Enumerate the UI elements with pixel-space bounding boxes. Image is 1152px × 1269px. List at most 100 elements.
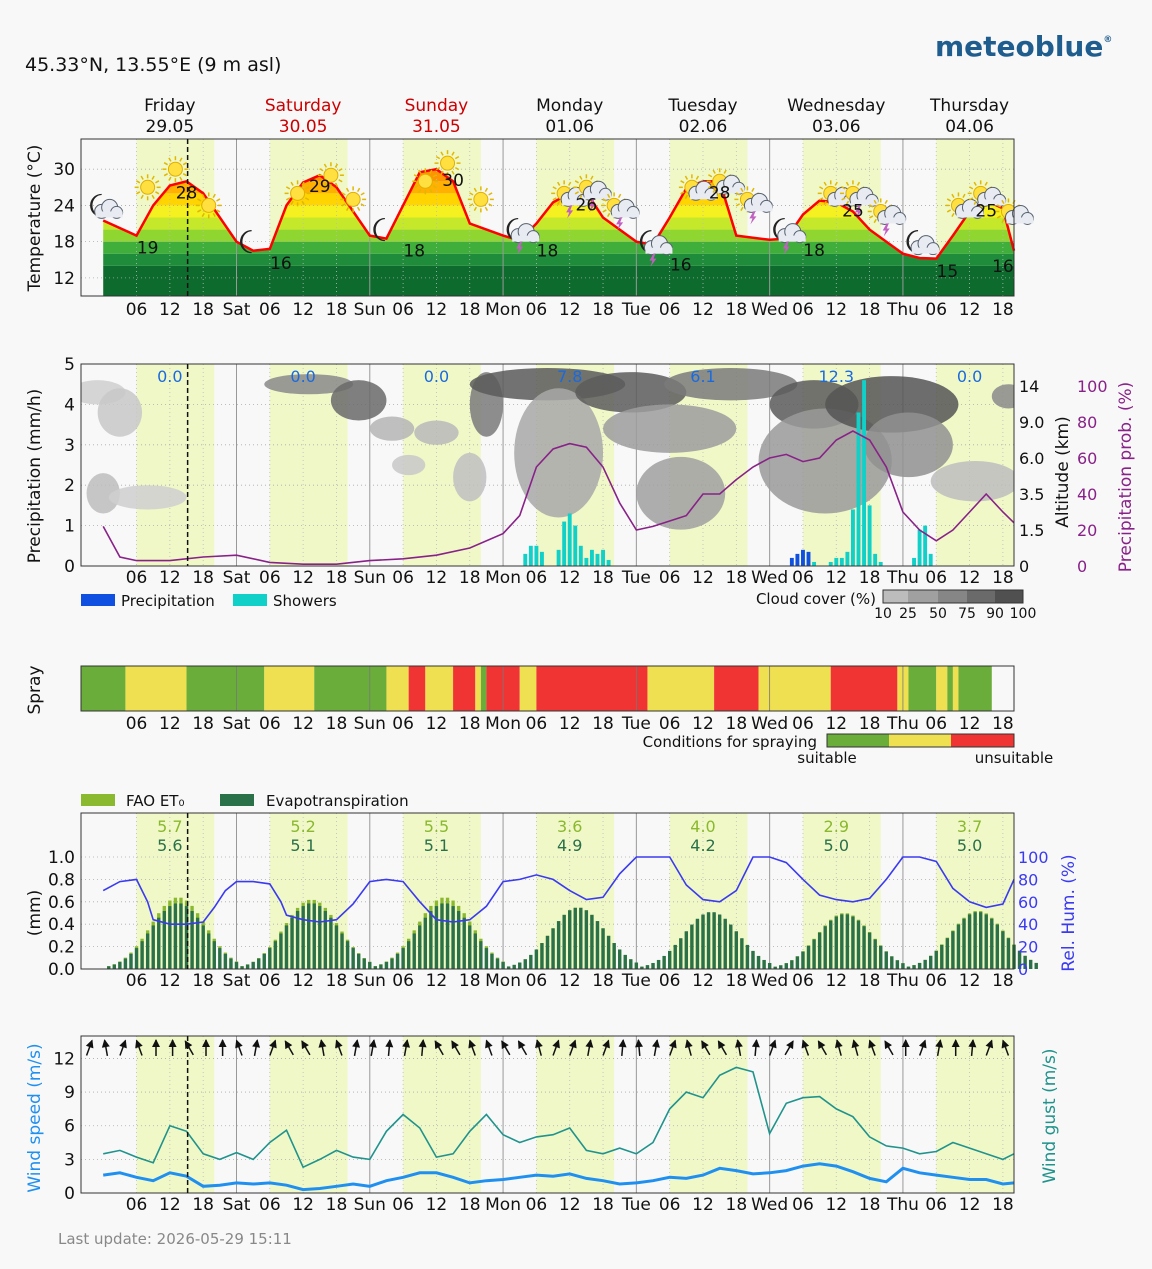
probability-tick: 20 xyxy=(1077,521,1097,540)
hour-tick: 18 xyxy=(459,300,481,320)
sun-ray xyxy=(182,162,188,166)
arrow-head xyxy=(585,1039,594,1048)
precip-tick: 3 xyxy=(64,436,75,456)
spray-segment xyxy=(519,666,537,711)
probability-tick: 80 xyxy=(1077,413,1097,432)
arrow-head xyxy=(269,1039,277,1049)
hour-tick: 06 xyxy=(659,1195,681,1215)
temp-max-label: 26 xyxy=(576,195,598,215)
evapo-bar xyxy=(962,918,966,969)
evapo-bar xyxy=(562,914,566,969)
shower-bar xyxy=(812,561,817,566)
shower-bar xyxy=(584,557,589,566)
wind-arrow-icon xyxy=(402,1039,411,1057)
wind-arrow-icon xyxy=(352,1039,361,1057)
day-abbr-tick: Wed xyxy=(751,1195,788,1215)
sun-ray xyxy=(946,209,952,213)
moon-icon xyxy=(240,230,252,254)
hour-tick: 12 xyxy=(825,1195,847,1215)
evapo-bar xyxy=(579,907,583,969)
sun-ray xyxy=(435,156,441,160)
daylight-band xyxy=(269,1036,348,1193)
sun-ray xyxy=(140,194,144,199)
shower-bar xyxy=(839,557,844,566)
legend-showers-swatch xyxy=(233,594,267,606)
wind-arrow-icon xyxy=(652,1039,660,1057)
evapo-tick: 1.0 xyxy=(48,848,75,868)
cloud-icon xyxy=(94,198,124,219)
sun-ray xyxy=(338,168,343,172)
cloud-cover-blob xyxy=(86,473,120,514)
hour-tick: 18 xyxy=(726,568,748,588)
arrow-head xyxy=(418,1039,427,1048)
wind-arrow-icon xyxy=(468,1039,476,1056)
day-abbr-tick: Sat xyxy=(223,1195,251,1215)
spray-legend-unsuitable-label: unsuitable xyxy=(975,749,1054,767)
cloud-base xyxy=(778,235,806,242)
wind-arrow-icon xyxy=(318,1039,327,1057)
hour-tick: 06 xyxy=(526,714,548,734)
hour-tick: 18 xyxy=(592,300,614,320)
wind-tick: 9 xyxy=(64,1083,75,1103)
fao-total: 5.7 xyxy=(157,817,182,836)
evapo-bar xyxy=(795,956,800,969)
sun-ray xyxy=(413,174,418,178)
evapo-bar xyxy=(967,914,972,969)
day-name: Friday xyxy=(144,96,196,116)
sun-ray xyxy=(869,204,874,208)
evapo-bar xyxy=(634,962,639,969)
temp-max-label: 29 xyxy=(309,177,331,197)
evapo-bar xyxy=(434,906,439,969)
shower-bar xyxy=(873,553,878,566)
temp-min-label: 19 xyxy=(137,239,159,259)
sun-ray xyxy=(723,169,727,174)
probability-tick: 60 xyxy=(1077,449,1097,468)
arrow-head xyxy=(985,1039,994,1049)
sun-ray xyxy=(163,173,168,177)
sun-ray xyxy=(856,181,861,186)
evapo-daily-totals: 5.7 5.2 5.5 3.6 4.0 2.9 3.7 5.6 5.1 5.1 4.9 4.2 5.0 5… xyxy=(157,817,982,855)
hour-tick: 12 xyxy=(959,971,981,991)
hour-tick: 12 xyxy=(426,300,448,320)
lightning-icon xyxy=(749,211,757,225)
evapo-bar xyxy=(651,962,655,969)
sun-ray xyxy=(845,200,850,205)
wind-arrow-icon xyxy=(385,1039,394,1057)
arrow-head xyxy=(552,1039,560,1049)
wind-arrow-icon xyxy=(602,1039,610,1056)
wind-arrow-icon xyxy=(101,1039,110,1057)
sun-ray xyxy=(617,193,622,199)
cloud-base xyxy=(612,211,640,218)
evapo-bar xyxy=(129,953,133,969)
temp-tick: 24 xyxy=(53,196,75,216)
evapo-bar xyxy=(412,933,416,969)
hour-tick: 06 xyxy=(392,971,414,991)
evapo-bar xyxy=(312,903,316,969)
precip-total: 7.8 xyxy=(557,367,582,386)
hour-tick: 18 xyxy=(992,568,1014,588)
wind-arrow-icon xyxy=(901,1039,910,1056)
sun-ray xyxy=(873,199,877,205)
sun-ray xyxy=(418,169,422,174)
sun-ray xyxy=(684,194,689,199)
day-abbr-tick: Mon xyxy=(485,714,521,734)
evapo-bar xyxy=(723,918,727,969)
evapo-bar xyxy=(440,903,444,969)
hour-tick: 18 xyxy=(326,568,348,588)
gust-axis-label: Wind gust (m/s) xyxy=(1040,1048,1060,1183)
hour-tick: 12 xyxy=(559,300,581,320)
evapo-bar xyxy=(623,954,627,969)
evapo-bar xyxy=(134,948,139,969)
sun-ray xyxy=(557,181,561,186)
cloud-scale-step xyxy=(908,590,938,603)
sun-ray xyxy=(334,163,339,168)
hour-tick: 18 xyxy=(726,1195,748,1215)
legend-fao-swatch xyxy=(81,794,115,806)
sun-ray xyxy=(469,203,474,207)
sun-ray xyxy=(285,197,291,201)
sun-ray xyxy=(338,179,343,183)
sun-icon xyxy=(284,180,311,207)
hour-tick: 18 xyxy=(326,971,348,991)
evapo-tick: 0.8 xyxy=(48,870,75,890)
